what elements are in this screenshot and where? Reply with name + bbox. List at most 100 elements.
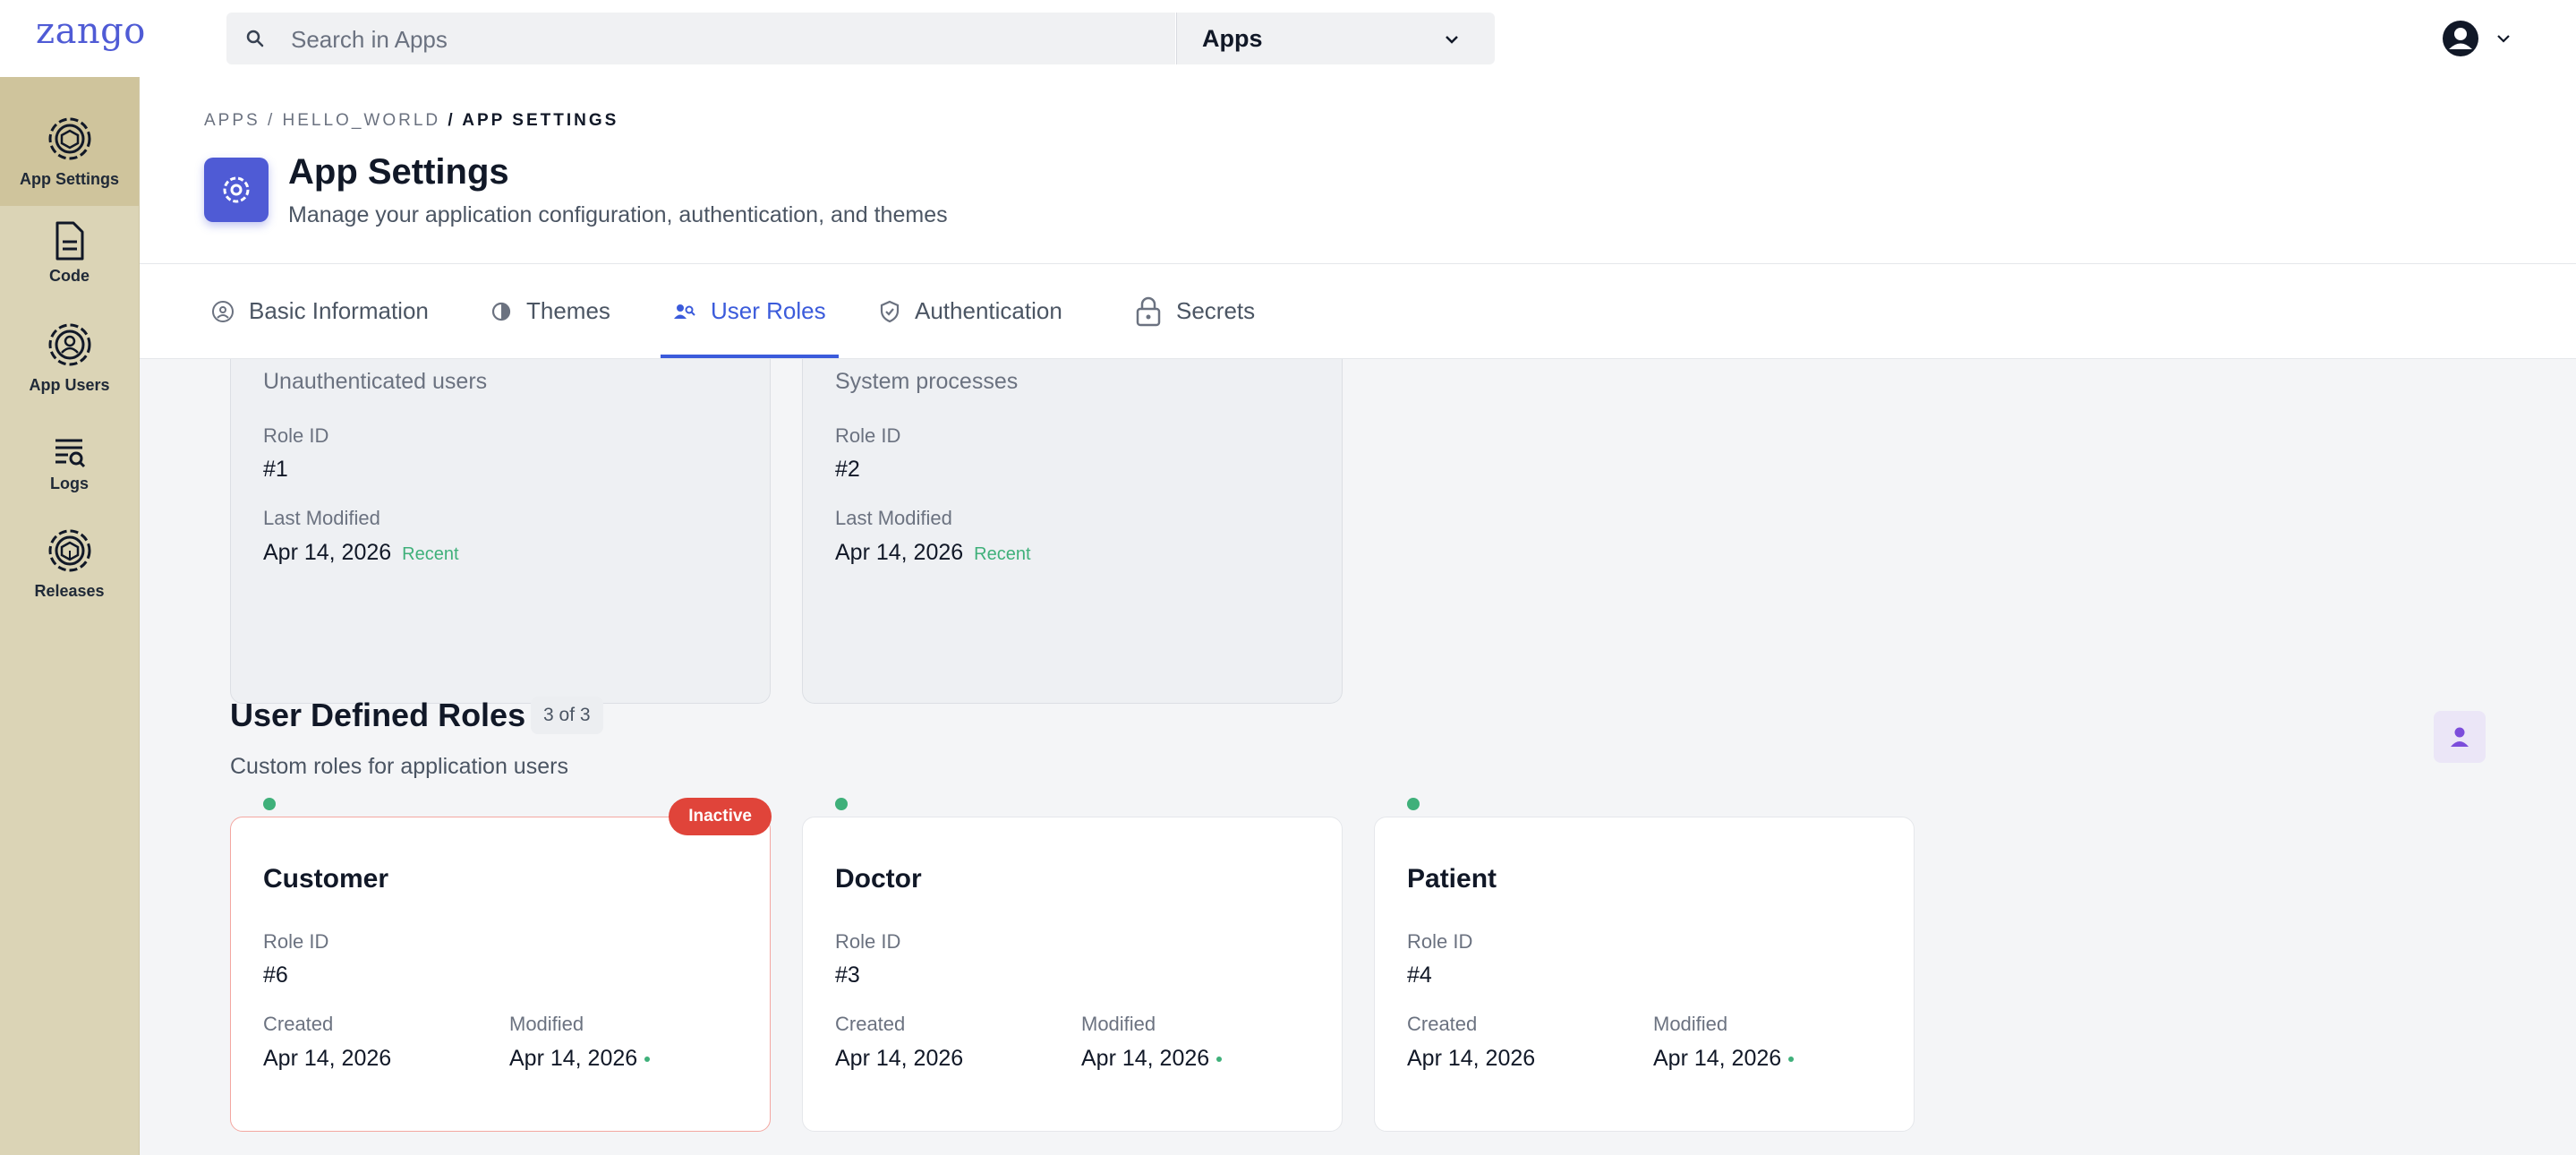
role-card-patient[interactable]: Patient Role ID #4 Created Apr 14, 2026 …: [1374, 817, 1915, 1132]
modified-label: Modified: [1081, 1013, 1156, 1035]
last-modified-value: Apr 14, 2026 Recent: [835, 540, 1031, 566]
tab-themes[interactable]: Themes: [490, 264, 610, 358]
role-card-customer[interactable]: Inactive Customer Role ID #6 Created Apr…: [230, 798, 772, 1132]
lock-icon: [1136, 296, 1161, 326]
breadcrumb: APPS / HELLO_WORLD / APP SETTINGS: [204, 111, 618, 131]
role-id-label: Role ID: [263, 930, 329, 953]
sidebar-item-app-settings[interactable]: App Settings: [0, 77, 139, 206]
package-icon: [48, 529, 90, 572]
recent-badge: Recent: [974, 544, 1031, 564]
role-description: System processes: [835, 369, 1019, 394]
created-value: Apr 14, 2026: [263, 1046, 392, 1071]
sidebar-item-label: App Users: [29, 376, 110, 394]
role-id-label: Role ID: [835, 424, 901, 447]
users-icon: [48, 323, 90, 366]
recent-dot: [644, 1057, 651, 1063]
shield-icon: [880, 300, 900, 322]
last-modified-label: Last Modified: [263, 507, 380, 529]
section-title: User Defined Roles: [230, 697, 526, 733]
page-header: APPS / HELLO_WORLD / APP SETTINGS App Se…: [140, 77, 2576, 264]
status-dot: [1407, 798, 1420, 810]
modified-date: Apr 14, 2026: [1081, 1046, 1210, 1071]
sidebar: App Settings Code App Users Logs Release…: [0, 77, 140, 1155]
tab-label: User Roles: [711, 297, 826, 324]
system-role-card[interactable]: Unauthenticated users Role ID #1 Last Mo…: [230, 359, 771, 704]
modified-value: Apr 14, 2026: [1653, 1046, 1795, 1072]
sidebar-item-app-users[interactable]: App Users: [0, 319, 139, 395]
last-modified-date: Apr 14, 2026: [835, 540, 964, 565]
logo[interactable]: zango: [36, 11, 146, 52]
tab-authentication[interactable]: Authentication: [879, 264, 1062, 358]
app-type-select[interactable]: Apps: [1176, 13, 1495, 64]
role-name: Doctor: [835, 864, 922, 894]
file-icon: [55, 221, 83, 261]
sidebar-item-logs[interactable]: Logs: [0, 433, 139, 493]
system-role-card[interactable]: System processes Role ID #2 Last Modifie…: [802, 359, 1343, 704]
created-label: Created: [835, 1013, 906, 1035]
role-card-doctor[interactable]: Doctor Role ID #3 Created Apr 14, 2026 M…: [802, 817, 1343, 1132]
sidebar-item-label: App Settings: [20, 170, 119, 188]
add-role-button[interactable]: [2434, 711, 2486, 763]
sidebar-item-code[interactable]: Code: [0, 220, 139, 286]
last-modified-date: Apr 14, 2026: [263, 540, 392, 565]
tab-label: Themes: [526, 297, 610, 324]
modified-date: Apr 14, 2026: [1653, 1046, 1782, 1071]
sidebar-item-releases[interactable]: Releases: [0, 525, 139, 601]
recent-dot: [1788, 1057, 1795, 1063]
modified-date: Apr 14, 2026: [509, 1046, 638, 1071]
tab-label: Authentication: [915, 297, 1062, 324]
modified-value: Apr 14, 2026: [1081, 1046, 1223, 1072]
app-type-select-value: Apps: [1202, 25, 1263, 52]
role-id-value: #1: [263, 457, 288, 482]
modified-value: Apr 14, 2026: [509, 1046, 651, 1072]
section-subtitle: Custom roles for application users: [230, 754, 568, 779]
breadcrumb-apps[interactable]: APPS /: [204, 111, 276, 130]
sidebar-item-label: Releases: [34, 582, 105, 600]
chevron-down-icon[interactable]: [2495, 30, 2512, 47]
search-icon: [246, 30, 264, 47]
role-id-value: #2: [835, 457, 860, 482]
page-title: App Settings: [288, 152, 509, 192]
tab-user-roles[interactable]: User Roles: [661, 264, 839, 358]
last-modified-value: Apr 14, 2026 Recent: [263, 540, 459, 566]
breadcrumb-current: / APP SETTINGS: [448, 111, 619, 130]
tab-secrets[interactable]: Secrets: [1135, 264, 1255, 358]
modified-label: Modified: [1653, 1013, 1728, 1035]
sidebar-item-label: Logs: [50, 475, 89, 492]
main-content: APPS / HELLO_WORLD / APP SETTINGS App Se…: [140, 77, 2576, 1155]
page-subtitle: Manage your application configuration, a…: [288, 202, 948, 227]
created-label: Created: [263, 1013, 334, 1035]
user-avatar-icon[interactable]: [2442, 20, 2479, 57]
status-dot: [835, 798, 848, 810]
chevron-down-icon: [1446, 36, 1458, 44]
role-id-label: Role ID: [263, 424, 329, 447]
search-input[interactable]: Search in Apps: [291, 26, 448, 53]
role-description: Unauthenticated users: [263, 369, 488, 394]
user-icon: [2451, 727, 2469, 747]
created-value: Apr 14, 2026: [1407, 1046, 1536, 1071]
tab-label: Secrets: [1176, 297, 1256, 324]
status-dot: [263, 798, 276, 810]
logs-icon: [55, 439, 85, 468]
role-count-badge: 3 of 3: [531, 697, 603, 734]
breadcrumb-app[interactable]: HELLO_WORLD: [282, 111, 441, 130]
gear-icon: [48, 117, 90, 160]
role-id-label: Role ID: [1407, 930, 1473, 953]
role-id-value: #3: [835, 962, 860, 988]
created-value: Apr 14, 2026: [835, 1046, 964, 1071]
recent-badge: Recent: [402, 544, 459, 564]
last-modified-label: Last Modified: [835, 507, 952, 529]
user-roles-icon: [674, 304, 695, 319]
recent-dot: [1216, 1057, 1223, 1063]
role-id-value: #4: [1407, 962, 1432, 988]
tab-basic-information[interactable]: Basic Information: [211, 264, 429, 358]
role-id-label: Role ID: [835, 930, 901, 953]
search-bar[interactable]: Search in Apps: [226, 13, 1175, 64]
page-icon: [204, 158, 269, 222]
created-label: Created: [1407, 1013, 1478, 1035]
inactive-badge: Inactive: [669, 798, 772, 835]
tab-label: Basic Information: [249, 297, 429, 324]
info-circle-icon: [212, 300, 234, 322]
modified-label: Modified: [509, 1013, 584, 1035]
palette-icon: [491, 302, 511, 321]
